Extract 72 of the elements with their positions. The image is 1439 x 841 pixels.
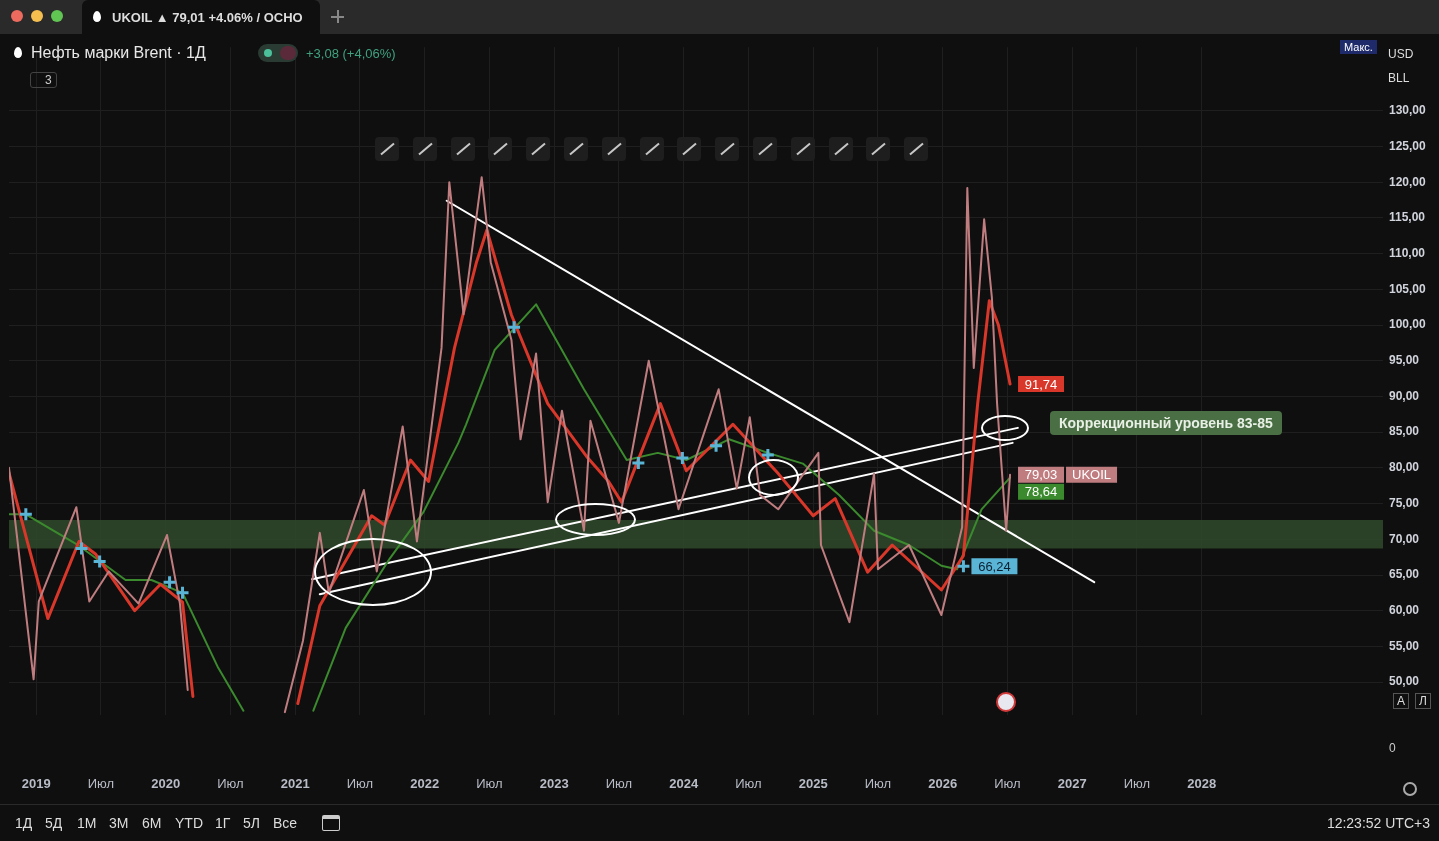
point <box>506 319 522 335</box>
text: 3М <box>109 815 129 831</box>
y-tick-label: 80,00 <box>1389 460 1420 475</box>
y-tick-label: 95,00 <box>1389 353 1420 368</box>
y-tick-label: 55,00 <box>1389 638 1420 653</box>
y-tick-label: 125,00 <box>1389 138 1427 153</box>
y-tick-label: 120,00 <box>1389 174 1427 189</box>
point <box>162 574 178 590</box>
point <box>674 450 690 466</box>
x-tick-label: Июл <box>864 776 892 792</box>
chart-title: Нефть марки Brent · 1Д <box>31 44 206 62</box>
x-tick-label: 2026 <box>928 776 958 792</box>
y-tick-label: 50,00 <box>1389 674 1420 689</box>
x-tick-label: 2021 <box>280 776 310 792</box>
y-tick-label: 105,00 <box>1389 281 1427 296</box>
y-tick-label: 100,00 <box>1389 317 1427 332</box>
x-tick-label: Июл <box>1123 776 1151 792</box>
text: A <box>1393 693 1410 709</box>
text: 1Г <box>215 815 231 831</box>
text: Все <box>273 815 298 831</box>
text: 6М <box>142 815 162 831</box>
x-tick-label: Июл <box>217 776 244 792</box>
text: 12:23:52 UTC+3 <box>1326 815 1430 831</box>
annotation: Макс. <box>1340 40 1377 54</box>
x-tick-label: 2025 <box>798 776 828 792</box>
text: 5Д <box>45 815 63 831</box>
y-tick-label: 115,00 <box>1389 210 1426 225</box>
y-tick-label: 75,00 <box>1389 495 1420 510</box>
point <box>175 585 191 601</box>
y-tick-label: 60,00 <box>1389 603 1420 618</box>
point <box>955 558 971 574</box>
point <box>92 553 108 569</box>
text: YTD <box>175 815 203 831</box>
x-tick-label: 2028 <box>1187 776 1217 792</box>
data-label: 91,74 <box>1024 376 1058 392</box>
point <box>630 455 646 471</box>
x-tick-label: 2019 <box>21 776 51 792</box>
y-tick-label: 70,00 <box>1389 531 1420 546</box>
y-tick-label: 65,00 <box>1389 567 1420 582</box>
x-tick-label: 2027 <box>1057 776 1087 792</box>
text: 1Д <box>15 815 33 831</box>
y-tick-label: 130,00 <box>1389 103 1427 118</box>
x-tick-label: Июл <box>346 776 374 792</box>
y-tick-label: 90,00 <box>1389 388 1420 403</box>
x-tick-label: Июл <box>735 776 762 792</box>
text: 1М <box>77 815 97 831</box>
x-tick-label: 2024 <box>669 776 699 792</box>
text: BLL <box>1388 71 1410 85</box>
annotation: 3 <box>30 72 57 88</box>
y-tick-label: 110,00 <box>1389 245 1426 260</box>
x-tick-label: Июл <box>87 776 115 792</box>
data-label: 66,24 <box>978 558 1011 574</box>
x-tick-label: 2022 <box>410 776 440 792</box>
annotation: Коррекционный уровень 83-85 <box>1050 411 1282 435</box>
text: Л <box>1415 693 1431 709</box>
x-tick-label: Июл <box>994 776 1021 792</box>
data-label: 78,64 <box>1024 484 1058 500</box>
text: UKOIL ▲ 79,01 +4.06% / ОСНО <box>112 10 303 25</box>
x-tick-label: Июл <box>476 776 503 792</box>
y-tick-label: 85,00 <box>1389 424 1420 439</box>
x-tick-label: Июл <box>605 776 633 792</box>
data-label: 79,03 <box>1024 467 1058 483</box>
legend-label: UKOIL <box>1072 467 1112 483</box>
x-tick-label: 2023 <box>539 776 569 792</box>
text: USD <box>1388 47 1414 61</box>
point <box>74 541 90 557</box>
point <box>18 506 34 522</box>
point <box>708 438 724 454</box>
x-tick-label: 2020 <box>151 776 181 792</box>
text: 5Л <box>243 815 260 831</box>
text: 0 <box>1389 741 1396 755</box>
chart-subtitle: +3,08 (+4,06%) <box>306 46 396 61</box>
